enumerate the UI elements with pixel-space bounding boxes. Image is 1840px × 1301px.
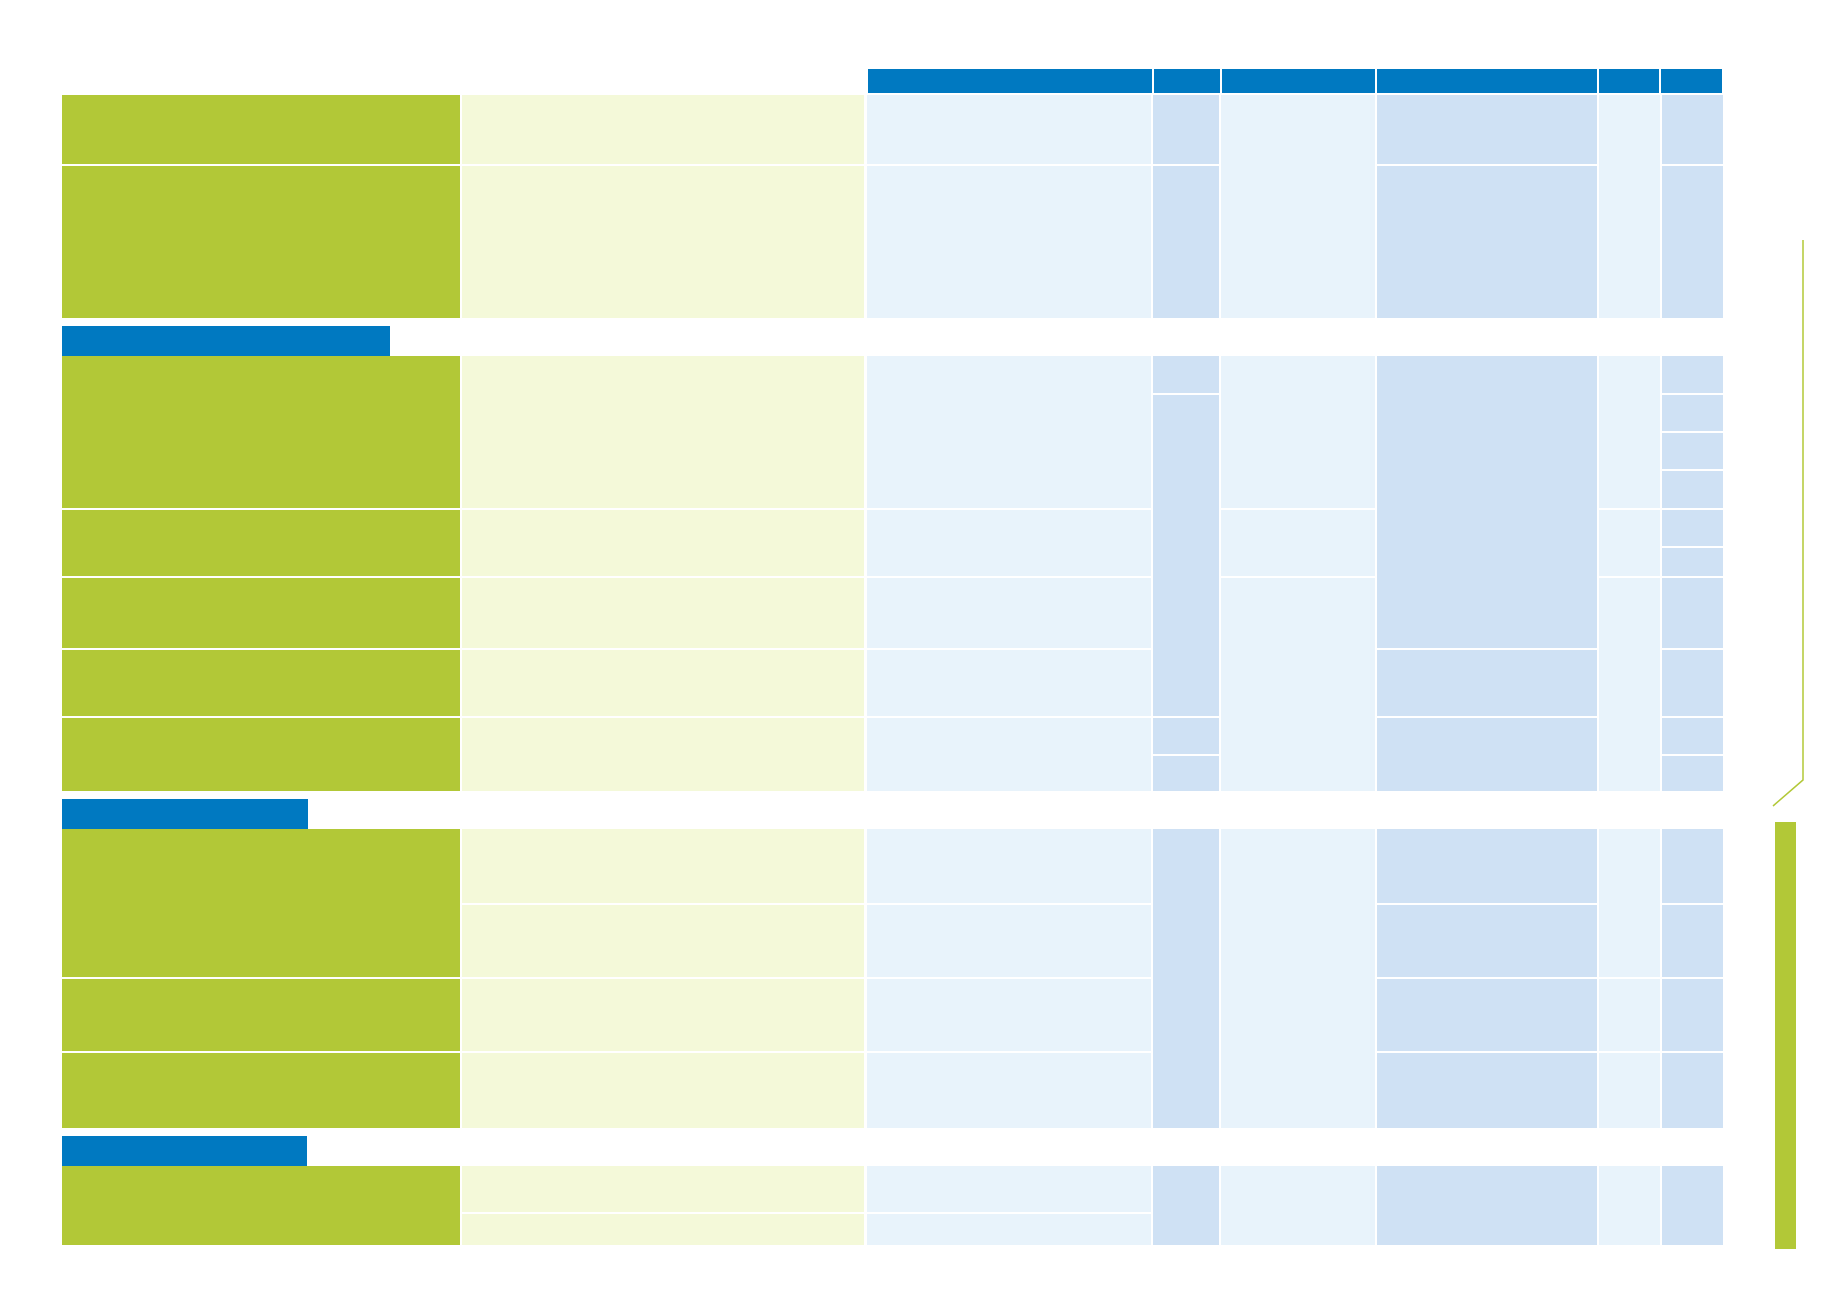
- data-cell: [1153, 95, 1219, 164]
- label-cell: [62, 510, 460, 576]
- data-cell: [867, 578, 1151, 648]
- label-cell: [62, 356, 460, 508]
- data-cell: [1377, 1053, 1597, 1128]
- data-cell: [1662, 510, 1723, 546]
- data-cell: [1662, 166, 1723, 318]
- description-cell: [462, 1166, 864, 1212]
- data-cell: [1599, 356, 1660, 508]
- data-cell: [1662, 1166, 1723, 1245]
- data-cell: [1221, 356, 1375, 508]
- data-cell: [1377, 905, 1597, 977]
- label-cell: [62, 578, 460, 648]
- data-cell: [1377, 95, 1597, 164]
- description-cell: [462, 95, 864, 164]
- header-column-1: [868, 69, 1152, 93]
- description-cell: [462, 905, 864, 977]
- data-cell: [1221, 829, 1375, 1128]
- data-cell: [867, 905, 1151, 977]
- data-cell: [867, 166, 1151, 318]
- description-cell: [462, 510, 864, 576]
- section-title: [62, 1136, 307, 1166]
- data-cell: [1377, 1166, 1597, 1245]
- data-cell: [1599, 1166, 1660, 1245]
- description-cell: [462, 578, 864, 648]
- data-cell: [1662, 471, 1723, 508]
- data-cell: [1662, 548, 1723, 576]
- data-cell: [1377, 718, 1597, 791]
- data-cell: [1377, 979, 1597, 1051]
- data-cell: [1221, 95, 1375, 318]
- header-column-5: [1599, 69, 1659, 93]
- data-cell: [867, 979, 1151, 1051]
- description-cell: [462, 1214, 864, 1245]
- data-cell: [1221, 578, 1375, 791]
- label-cell: [62, 1053, 460, 1128]
- data-cell: [1377, 166, 1597, 318]
- data-cell: [1599, 510, 1660, 576]
- label-cell: [62, 166, 460, 318]
- data-cell: [1377, 650, 1597, 716]
- data-cell: [1377, 356, 1597, 648]
- data-cell: [1662, 650, 1723, 716]
- label-cell: [62, 829, 460, 977]
- description-cell: [462, 829, 864, 903]
- data-cell: [1153, 1166, 1219, 1245]
- data-cell: [1662, 829, 1723, 903]
- data-cell: [867, 1214, 1151, 1245]
- data-cell: [1599, 1053, 1660, 1128]
- data-cell: [1153, 829, 1219, 1128]
- data-cell: [1662, 979, 1723, 1051]
- data-cell: [867, 829, 1151, 903]
- description-cell: [462, 1053, 864, 1128]
- label-cell: [62, 979, 460, 1051]
- description-cell: [462, 718, 864, 791]
- data-cell: [867, 510, 1151, 576]
- header-column-4: [1377, 69, 1597, 93]
- data-cell: [1153, 356, 1219, 393]
- data-cell: [1662, 756, 1723, 791]
- data-cell: [1599, 578, 1660, 791]
- section-title: [62, 799, 308, 829]
- header-column-3: [1222, 69, 1375, 93]
- side-accent-bar: [1775, 822, 1796, 1249]
- description-cell: [462, 979, 864, 1051]
- data-cell: [867, 1053, 1151, 1128]
- header-column-2: [1154, 69, 1220, 93]
- data-cell: [867, 1166, 1151, 1212]
- data-cell: [1221, 510, 1375, 576]
- data-cell: [1599, 829, 1660, 977]
- data-cell: [1662, 356, 1723, 393]
- data-cell: [1662, 395, 1723, 431]
- data-cell: [1153, 166, 1219, 318]
- header-column-6: [1661, 69, 1722, 93]
- data-cell: [1662, 433, 1723, 469]
- description-cell: [462, 166, 864, 318]
- data-cell: [867, 95, 1151, 164]
- data-cell: [1662, 905, 1723, 977]
- data-cell: [1662, 718, 1723, 754]
- data-cell: [1153, 718, 1219, 754]
- data-cell: [1599, 95, 1660, 318]
- data-cell: [867, 650, 1151, 716]
- data-cell: [1153, 395, 1219, 716]
- data-cell: [1662, 95, 1723, 164]
- description-cell: [462, 650, 864, 716]
- label-cell: [62, 95, 460, 164]
- data-cell: [1221, 1166, 1375, 1245]
- data-cell: [1377, 829, 1597, 903]
- data-cell: [1599, 979, 1660, 1051]
- label-cell: [62, 718, 460, 791]
- description-cell: [462, 356, 864, 508]
- label-cell: [62, 650, 460, 716]
- data-cell: [867, 356, 1151, 508]
- data-cell: [1662, 1053, 1723, 1128]
- data-cell: [1153, 756, 1219, 791]
- data-cell: [867, 718, 1151, 791]
- label-cell: [62, 1166, 460, 1245]
- section-title: [62, 326, 390, 356]
- data-cell: [1662, 578, 1723, 648]
